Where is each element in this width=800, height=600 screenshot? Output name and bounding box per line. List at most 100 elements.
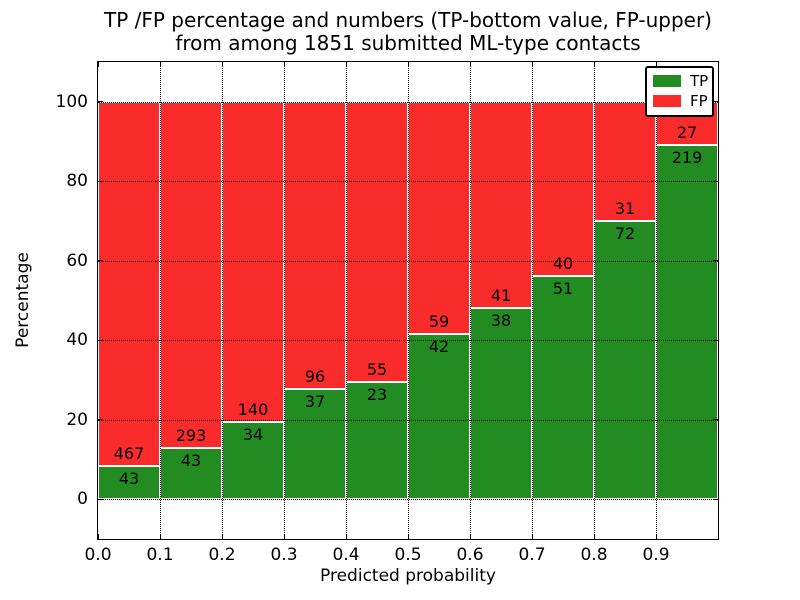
bar-segment-tp: [532, 276, 594, 500]
bar-value-label-tp: 219: [671, 148, 703, 168]
tick-mark-left: [98, 339, 103, 341]
plot-area: 467 43 293 43 140 34 96 37 55 23 59 42 41 38 40 51 31 72 2…: [97, 61, 719, 540]
tick-mark-bottom: [97, 534, 99, 539]
legend-swatch: [653, 95, 681, 107]
tick-mark-left: [98, 180, 103, 182]
x-tick-label: 0.6: [456, 545, 484, 565]
bar-segment-fp: [408, 101, 470, 334]
bar-segment-fp: [284, 101, 346, 389]
chart-title-line-2: from among 1851 submitted ML-type contac…: [175, 31, 641, 55]
x-tick-label: 0.9: [642, 545, 670, 565]
legend-label: FP: [690, 92, 708, 110]
bar-value-label-tp: 72: [614, 224, 636, 244]
gridline-vertical: [470, 62, 471, 539]
legend-item: FP: [653, 91, 708, 111]
tick-mark-right: [713, 419, 718, 421]
tick-mark-top: [159, 62, 161, 67]
gridline-vertical: [594, 62, 595, 539]
x-tick-label: 0.1: [146, 545, 174, 565]
gridline-vertical: [656, 62, 657, 539]
gridline-vertical: [160, 62, 161, 539]
bar-value-label-fp: 55: [366, 360, 388, 380]
tick-mark-top: [97, 62, 99, 67]
gridline-vertical: [346, 62, 347, 539]
bar-value-label-fp: 27: [676, 123, 698, 143]
gridline-vertical: [284, 62, 285, 539]
x-tick-label: 0.2: [208, 545, 236, 565]
bar-value-label-fp: 96: [304, 366, 326, 386]
tick-mark-right: [713, 498, 718, 500]
y-tick-label: 0: [77, 489, 88, 510]
bar-segment-tp: [594, 221, 656, 500]
gridline-vertical: [408, 62, 409, 539]
bar-value-label-tp: 34: [242, 424, 264, 444]
tick-mark-right: [713, 339, 718, 341]
bar-value-label-fp: 40: [552, 254, 574, 274]
tick-mark-bottom: [593, 534, 595, 539]
bar-segment-tp: [656, 145, 718, 500]
chart-title-line-1: TP /FP percentage and numbers (TP-bottom…: [104, 8, 712, 32]
y-tick-label: 40: [66, 330, 88, 351]
x-tick-label: 0.8: [580, 545, 608, 565]
tick-mark-bottom: [655, 534, 657, 539]
bar-segment-fp: [532, 101, 594, 277]
tick-mark-bottom: [345, 534, 347, 539]
bar-value-label-fp: 31: [614, 199, 636, 219]
x-tick-label: 0.5: [394, 545, 422, 565]
bar-value-label-tp: 38: [490, 311, 512, 331]
y-tick-label: 80: [66, 171, 88, 192]
bar-value-label-tp: 42: [428, 336, 450, 356]
bar-segment-tp: [470, 308, 532, 500]
bar-segment-fp: [470, 101, 532, 309]
bar-segment-fp: [160, 101, 222, 449]
chart-title: TP /FP percentage and numbers (TP-bottom…: [97, 9, 719, 55]
tick-mark-top: [593, 62, 595, 67]
tick-mark-left: [98, 419, 103, 421]
tick-mark-left: [98, 101, 103, 103]
legend-item: TP: [653, 71, 709, 91]
bar-value-label-tp: 37: [304, 391, 326, 411]
tick-mark-left: [98, 260, 103, 262]
tick-mark-top: [531, 62, 533, 67]
bar-segment-fp: [98, 101, 160, 466]
tick-mark-bottom: [531, 534, 533, 539]
bar-segment-tp: [346, 382, 408, 500]
tick-mark-top: [345, 62, 347, 67]
tick-mark-bottom: [221, 534, 223, 539]
bar-value-label-fp: 41: [490, 286, 512, 306]
tick-mark-right: [713, 101, 718, 103]
x-tick-label: 0.3: [270, 545, 298, 565]
tick-mark-left: [98, 498, 103, 500]
y-tick-label: 20: [66, 409, 88, 430]
x-tick-label: 0.0: [84, 545, 112, 565]
bar-value-label-tp: 51: [552, 279, 574, 299]
tick-mark-right: [713, 180, 718, 182]
legend: TP FP: [645, 66, 714, 117]
tick-mark-top: [221, 62, 223, 67]
tick-mark-right: [713, 260, 718, 262]
bar-value-label-fp: 293: [175, 426, 207, 446]
tick-mark-top: [407, 62, 409, 67]
tick-mark-top: [655, 62, 657, 67]
plot-inner: 467 43 293 43 140 34 96 37 55 23 59 42 41 38 40 51 31 72 2…: [97, 62, 718, 539]
tick-mark-bottom: [469, 534, 471, 539]
tick-mark-top: [283, 62, 285, 67]
bar-segment-tp: [160, 448, 222, 500]
gridline-vertical: [532, 62, 533, 539]
bar-value-label-tp: 43: [118, 468, 140, 488]
x-tick-label: 0.4: [332, 545, 360, 565]
bar-segment-tp: [408, 333, 470, 500]
bar-value-label-tp: 23: [366, 385, 388, 405]
bar-value-label-fp: 140: [237, 399, 269, 419]
tick-mark-top: [469, 62, 471, 67]
y-tick-label: 100: [55, 91, 88, 112]
bar-value-label-fp: 467: [113, 443, 145, 463]
legend-swatch: [653, 75, 681, 87]
legend-label: TP: [690, 72, 709, 90]
tick-mark-bottom: [407, 534, 409, 539]
bar-value-label-fp: 59: [428, 311, 450, 331]
bar-value-label-tp: 43: [180, 451, 202, 471]
y-tick-label: 60: [66, 250, 88, 271]
tick-mark-bottom: [159, 534, 161, 539]
